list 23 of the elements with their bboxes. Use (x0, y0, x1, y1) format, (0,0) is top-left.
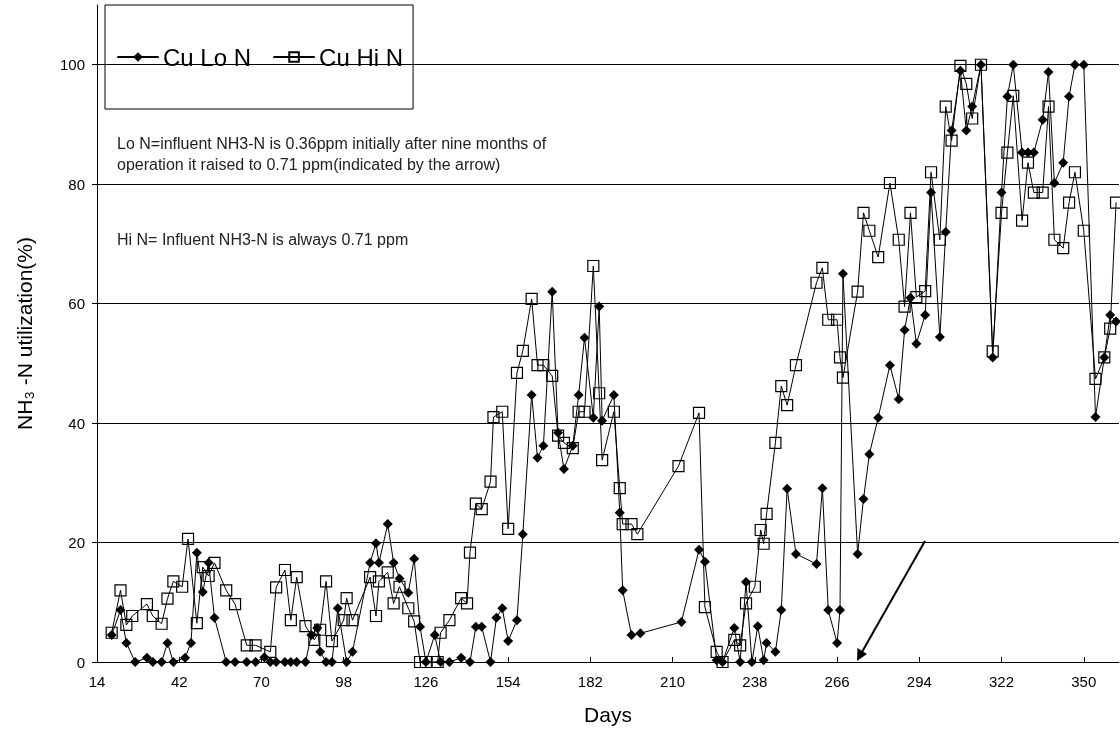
y-tick-label: 80 (68, 175, 85, 193)
annotation: Lo N=influent NH3-N is 0.36ppm initially after nine months of operation it raised to 0.71 ppm(indicated by the arrow) (117, 135, 551, 173)
x-tick-label: 98 (335, 673, 353, 690)
x-axis-title: Days (584, 703, 632, 726)
x-tick-label: 238 (742, 673, 768, 690)
x-tick-label: 266 (824, 673, 850, 690)
x-tick-label: 14 (88, 673, 106, 690)
y-tick-label: 100 (59, 56, 85, 74)
x-tick-label: 182 (577, 673, 603, 690)
x-tick-label: 294 (906, 673, 932, 690)
x-tick-label: 350 (1071, 673, 1097, 690)
x-tick-label: 210 (660, 673, 686, 690)
x-tick-label: 154 (495, 673, 521, 690)
y-tick-label: 60 (68, 295, 85, 313)
x-tick-label: 322 (989, 673, 1015, 690)
x-tick-label: 126 (413, 673, 439, 690)
annotation: Hi N= Influent NH3-N is always 0.71 ppm (117, 231, 409, 248)
y-tick-label: 0 (76, 653, 85, 671)
y-axis-title: NH₃ -N utilization(%) (13, 237, 36, 430)
x-tick-label: 42 (170, 673, 188, 690)
x-tick-label: 70 (253, 673, 270, 690)
y-tick-label: 40 (68, 414, 85, 432)
y-tick-label: 20 (68, 534, 85, 552)
